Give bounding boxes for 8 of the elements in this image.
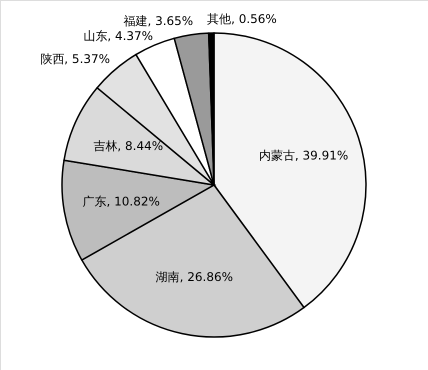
slice-label: 其他, 0.56% [207,12,277,26]
slice-label: 福建, 3.65% [123,14,194,28]
slice-label: 陕西, 5.37% [40,52,110,66]
slice-label: 吉林, 8.44% [93,138,164,153]
slice-label: 广东, 10.82% [82,194,160,209]
slice-label: 湖南, 26.86% [156,270,233,284]
slice-label: 内蒙古, 39.91% [258,148,348,163]
slice-label: 山东, 4.37% [83,28,154,43]
